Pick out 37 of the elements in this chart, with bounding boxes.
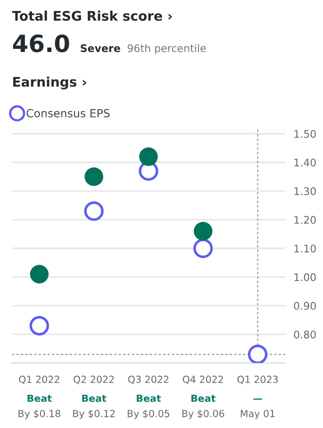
legend-label: Consensus EPS [26,109,110,118]
text: 46.0 [13,34,70,52]
point [84,201,104,221]
chart-subtitle: Earnings › [13,76,86,90]
y-tick-label: 1.20 [294,216,316,224]
y-tick-label: 1.40 [294,158,316,166]
point [194,222,212,240]
text: — [253,398,262,400]
text: By $0.06 [182,410,224,420]
text: By $0.18 [18,410,60,420]
text: Beat [82,394,106,402]
y-tick-label: 1.50 [294,130,316,138]
point [193,238,213,258]
text: Beat [191,394,216,402]
text: By $0.05 [128,410,170,420]
text: Beat [28,394,52,402]
text: Severe [80,44,120,52]
point [30,316,50,336]
point [30,264,49,284]
x-tick-label: Q1 2022 [19,376,60,384]
y-tick-label: 1.30 [294,187,316,196]
text: By $0.12 [73,410,115,420]
y-tick-label: 1.10 [294,244,316,252]
y-tick-label: 0.80 [294,330,316,338]
point [84,167,104,186]
x-tick-label: Q3 2022 [128,376,168,384]
text: 96th percentile [128,44,206,54]
x-tick-label: Q2 2022 [74,376,114,384]
x-tick-label: Q1 2023 [237,376,278,384]
point [248,344,268,363]
y-tick-label: 0.90 [294,302,316,310]
text: May 01 [240,410,275,420]
x-tick-label: Q4 2022 [182,376,223,384]
point [139,147,158,166]
y-tick-label: 1.00 [294,273,316,282]
chart-title: Total ESG Risk score › [12,10,172,21]
text: Beat [136,394,161,402]
